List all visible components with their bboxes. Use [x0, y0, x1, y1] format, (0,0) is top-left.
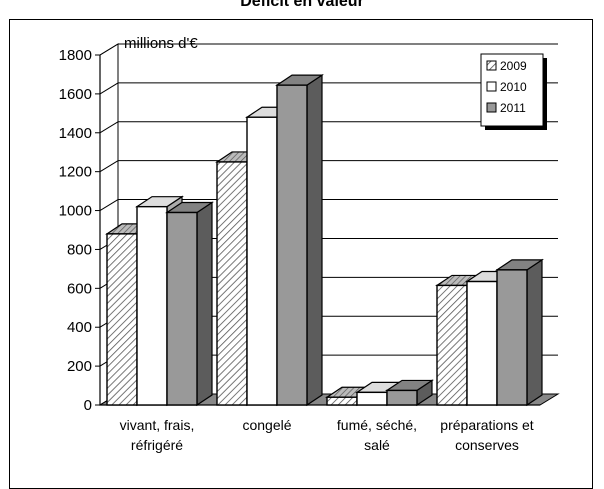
legend-label: 2010 — [500, 80, 527, 94]
x-axis-labels: vivant, frais, réfrigéré congelé fumé, séch… — [120, 417, 534, 453]
legend-label: 2009 — [500, 59, 527, 73]
gridline-depth — [99, 121, 119, 134]
bar-front — [326, 396, 358, 406]
bar-front — [466, 280, 498, 406]
x-tick-label: congelé — [242, 417, 291, 433]
bar-front — [106, 233, 138, 406]
bar-2011-0 — [165, 201, 214, 407]
y-tick-label: 800 — [67, 241, 92, 258]
y-tick-label: 400 — [67, 319, 92, 336]
bar-2011-3 — [495, 258, 544, 407]
legend-swatch — [486, 60, 497, 71]
x-tick-label-line: fumé, séché, — [337, 417, 417, 433]
legend-label: 2011 — [500, 101, 526, 115]
y-tick-label: 0 — [84, 397, 92, 414]
bar-side — [526, 258, 543, 407]
bars — [105, 74, 544, 407]
x-tick-label: vivant, frais, réfrigéré — [120, 417, 195, 453]
x-tick-label-line: salé — [364, 437, 390, 453]
x-tick-label: fumé, séché, salé — [337, 417, 417, 453]
x-tick-label-line: réfrigéré — [131, 437, 183, 453]
bar-front — [166, 211, 198, 406]
chart-title: Déficit en valeur — [240, 0, 364, 10]
x-tick-label-line: vivant, frais, — [120, 417, 195, 433]
y-tick-label: 600 — [67, 280, 92, 297]
bar-2011-1 — [275, 74, 324, 407]
bar-front — [276, 84, 308, 406]
y-tick-label: 1400 — [59, 125, 92, 142]
bar-front — [136, 205, 168, 406]
y-axis: 0 200 400 600 800 1000 1200 1400 1600 1800 — [59, 47, 540, 414]
y-tick-label: 1000 — [59, 203, 92, 220]
bar-side — [306, 74, 323, 407]
bar-front — [356, 391, 388, 406]
bar-side — [196, 201, 213, 407]
gridline-depth — [99, 82, 119, 95]
y-tick-label: 200 — [67, 358, 92, 375]
bar-front — [496, 269, 528, 406]
bar-front — [216, 161, 248, 406]
y-tick-label: 1600 — [59, 86, 92, 103]
x-tick-label: préparations et conserves — [440, 417, 534, 453]
x-tick-label-line: conserves — [455, 437, 519, 453]
legend-swatch — [486, 81, 497, 92]
bar-front — [246, 116, 278, 406]
bar-front — [386, 389, 418, 406]
y-tick-label: 1800 — [59, 47, 92, 64]
gridline-depth — [99, 43, 119, 56]
legend: 2009 2010 2011 — [480, 53, 547, 130]
bar-front — [436, 284, 468, 406]
x-tick-label-line: préparations et — [440, 417, 534, 433]
x-tick-label-line: congelé — [242, 417, 291, 433]
legend-swatch — [486, 102, 497, 113]
gridline-depth — [99, 199, 119, 211]
y-tick-label: 1200 — [59, 164, 92, 181]
y-unit-label: millions d'€ — [124, 35, 198, 52]
bar-2011-2 — [385, 379, 434, 407]
gridline-depth — [99, 160, 119, 173]
